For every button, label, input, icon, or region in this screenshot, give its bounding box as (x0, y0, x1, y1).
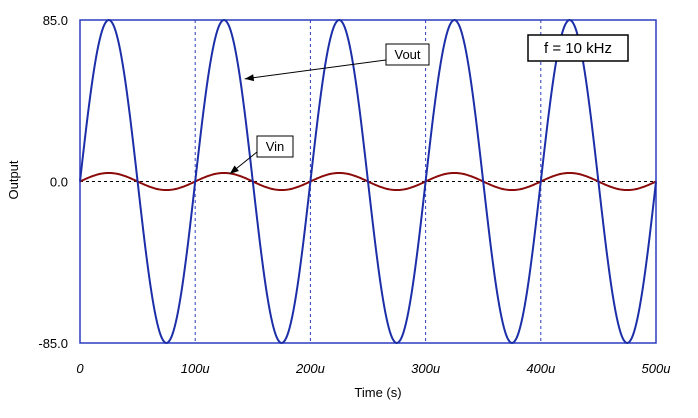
annotations: Vout Vin f = 10 kHz (229, 34, 629, 175)
x-tick-label: 500u (642, 361, 671, 376)
x-axis-label: Time (s) (354, 385, 401, 400)
y-axis-ticks: -85.0 0.0 85.0 (38, 13, 68, 351)
frequency-label: f = 10 kHz (544, 40, 612, 57)
x-tick-label: 300u (411, 361, 440, 376)
y-tick-label: 0.0 (50, 175, 68, 190)
vout-callout-arrow (244, 59, 387, 80)
vin-callout-arrowhead (229, 165, 239, 174)
frequency-label-box (527, 34, 629, 62)
vin-callout-label: Vin (266, 139, 285, 154)
x-tick-label: 100u (181, 361, 210, 376)
y-axis-label: Output (6, 160, 21, 199)
x-tick-label: 400u (526, 361, 555, 376)
vin-callout-box (256, 135, 294, 158)
vout-callout-arrowhead (244, 74, 255, 82)
y-tick-label: 85.0 (43, 13, 68, 28)
x-tick-label: 0 (76, 361, 84, 376)
x-tick-label: 200u (295, 361, 325, 376)
x-axis-ticks: 0 100u 200u 300u 400u 500u (76, 361, 670, 376)
vout-callout-label: Vout (394, 47, 420, 62)
y-tick-label: -85.0 (38, 336, 68, 351)
vout-callout-box (385, 43, 430, 66)
